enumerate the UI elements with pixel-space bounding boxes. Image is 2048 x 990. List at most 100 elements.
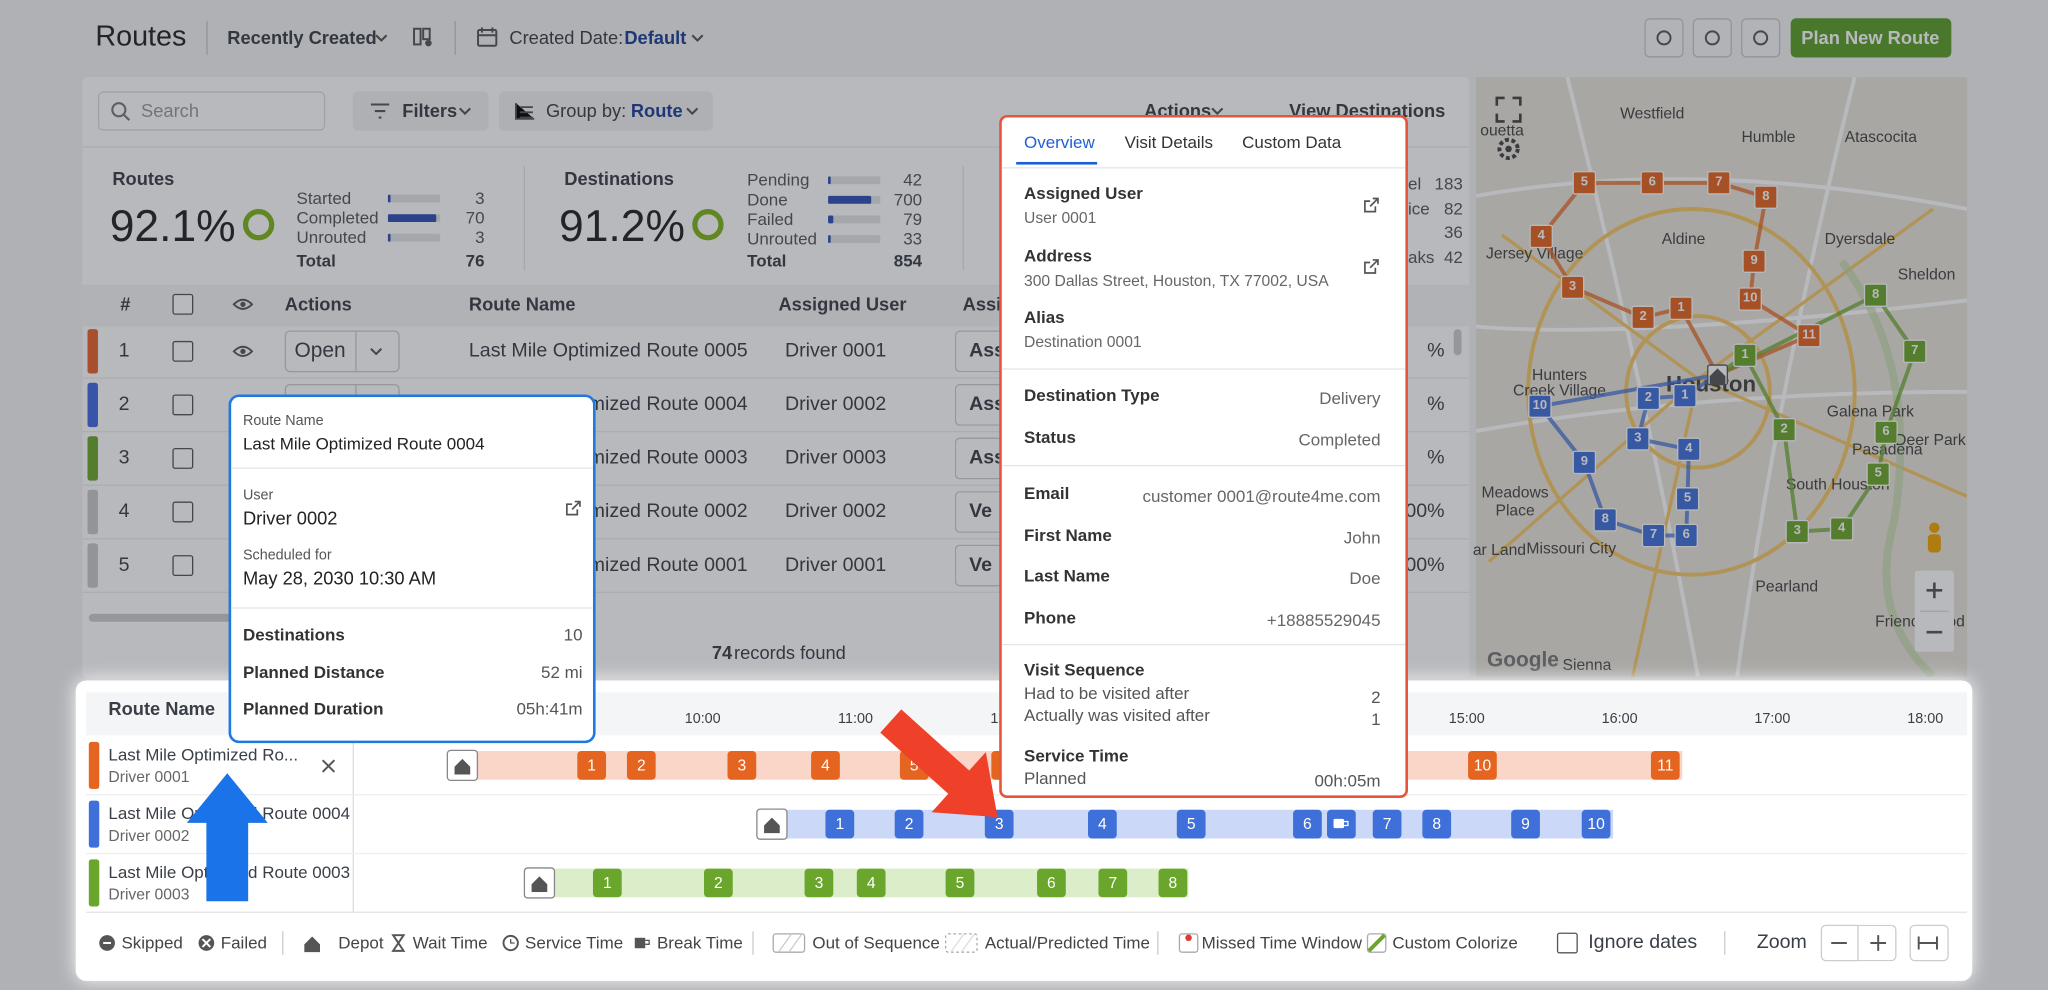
open-button[interactable] <box>284 330 400 373</box>
map-marker[interactable] <box>1572 450 1597 475</box>
icon-button[interactable] <box>1741 18 1781 58</box>
stat-track <box>828 235 881 243</box>
group-by-value[interactable]: Route <box>630 100 683 121</box>
tab[interactable]: Overview <box>1023 132 1095 152</box>
map-marker[interactable] <box>1829 517 1854 541</box>
path <box>950 933 975 953</box>
fit-button[interactable] <box>1909 924 1949 962</box>
circle <box>242 208 275 241</box>
stop[interactable] <box>1098 868 1128 898</box>
stop[interactable] <box>1422 809 1452 839</box>
active-tab-indicator <box>1016 161 1098 165</box>
assign-button-label[interactable]: Ass <box>969 393 1006 416</box>
map-marker[interactable] <box>1863 283 1888 307</box>
stop[interactable] <box>825 809 855 839</box>
divider <box>1001 167 1406 169</box>
stop[interactable] <box>727 751 757 780</box>
checkbox[interactable] <box>172 501 194 523</box>
stop[interactable] <box>577 751 607 780</box>
depot-stop[interactable] <box>523 867 556 899</box>
checkbox[interactable] <box>1556 932 1578 954</box>
stop[interactable] <box>703 868 733 898</box>
map-marker[interactable] <box>1528 394 1552 418</box>
tab[interactable]: Custom Data <box>1242 132 1342 152</box>
zoom-out-button[interactable] <box>1820 924 1859 962</box>
map-marker[interactable] <box>1874 420 1898 445</box>
map-marker[interactable] <box>1772 417 1796 442</box>
stop[interactable] <box>592 868 622 898</box>
tab[interactable]: Visit Details <box>1124 132 1213 152</box>
stop[interactable] <box>1650 751 1680 780</box>
map-marker[interactable] <box>1560 275 1585 300</box>
map-marker[interactable] <box>1903 339 1927 364</box>
map-marker[interactable] <box>1866 462 1890 486</box>
map-marker[interactable] <box>1742 249 1766 273</box>
ignore-dates-label[interactable]: Ignore dates <box>1588 931 1698 954</box>
progress: 00% <box>1405 553 1445 576</box>
checkbox[interactable] <box>172 555 194 576</box>
map-marker[interactable] <box>1631 305 1655 330</box>
map-marker[interactable] <box>1733 343 1757 368</box>
checkbox[interactable] <box>172 293 194 315</box>
assign-button-label[interactable]: Ass <box>969 446 1006 469</box>
field-label: Destinations <box>242 624 345 645</box>
plan-route-button[interactable] <box>1790 18 1952 58</box>
map-marker[interactable] <box>1636 386 1661 411</box>
assign-button-label[interactable]: Ve <box>969 553 993 576</box>
map-marker[interactable] <box>1529 224 1553 249</box>
checkbox[interactable] <box>172 340 194 362</box>
group-by-label[interactable]: Group by: <box>545 100 627 121</box>
stop[interactable] <box>1372 809 1402 839</box>
assign-button-label[interactable]: Ve <box>969 500 993 523</box>
stop[interactable] <box>1176 809 1206 839</box>
stop[interactable] <box>945 868 975 898</box>
stop[interactable] <box>626 751 656 780</box>
map-marker[interactable] <box>1572 171 1597 195</box>
depot-stop[interactable] <box>756 808 788 840</box>
map-marker[interactable] <box>1677 437 1701 462</box>
map-marker[interactable] <box>1673 383 1697 408</box>
zoom-in-button[interactable] <box>1858 924 1897 962</box>
assign-button-label[interactable]: Ass <box>969 339 1006 362</box>
search-input[interactable] <box>97 91 326 131</box>
stop[interactable] <box>804 868 834 898</box>
sort-dropdown[interactable]: Recently Created <box>227 26 377 48</box>
filters-label[interactable]: Filters <box>402 100 458 121</box>
stop[interactable] <box>811 751 840 780</box>
map-marker[interactable] <box>1641 523 1666 548</box>
stop[interactable] <box>1581 809 1611 839</box>
plan-route-button-label[interactable]: Plan New Route <box>1801 26 1940 48</box>
map-marker[interactable] <box>1707 171 1731 195</box>
date-filter-value[interactable]: Default <box>624 26 687 48</box>
map-marker[interactable] <box>1797 323 1821 348</box>
stop[interactable] <box>1293 809 1322 839</box>
stop[interactable] <box>1158 868 1188 898</box>
stop[interactable] <box>1468 751 1497 780</box>
icon-button[interactable] <box>1644 18 1684 58</box>
map-marker-label: 6 <box>1682 527 1690 543</box>
open-button-label[interactable]: Open <box>294 340 346 363</box>
icon-button[interactable] <box>1692 18 1732 58</box>
map-marker[interactable] <box>1593 508 1617 532</box>
map-marker[interactable] <box>1785 519 1809 544</box>
checkbox[interactable] <box>172 394 194 416</box>
stop[interactable] <box>1511 809 1540 839</box>
map-marker[interactable] <box>1754 185 1778 209</box>
map-marker[interactable] <box>1640 171 1664 195</box>
stop[interactable] <box>894 809 924 839</box>
map-marker-label: 4 <box>1537 228 1545 243</box>
map-marker[interactable] <box>1674 523 1698 548</box>
map-marker[interactable] <box>1738 287 1762 311</box>
svg <box>1178 933 1199 953</box>
group-by-button[interactable] <box>498 91 714 131</box>
checkbox[interactable] <box>172 447 194 469</box>
rect <box>634 937 646 949</box>
stop[interactable] <box>1087 809 1117 839</box>
map-marker[interactable] <box>1669 296 1693 320</box>
map-marker[interactable] <box>1626 427 1650 451</box>
legend-icon <box>1360 931 1394 955</box>
stop[interactable] <box>1037 868 1066 898</box>
stop[interactable] <box>856 868 886 898</box>
ellipse <box>1526 207 1857 577</box>
map-marker[interactable] <box>1675 487 1700 511</box>
